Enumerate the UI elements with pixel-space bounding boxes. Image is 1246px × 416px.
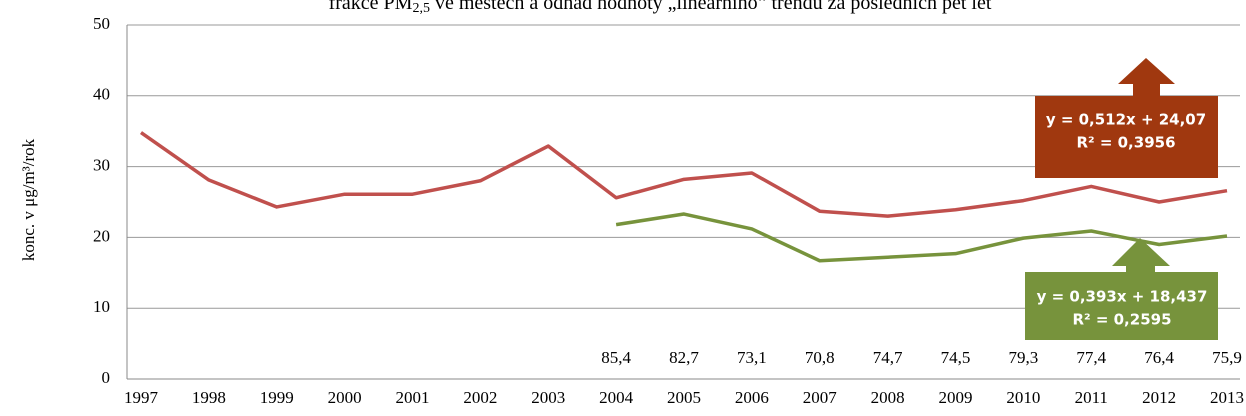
x-tick-label: 1998 [192,388,226,407]
x-tick-label: 1997 [124,388,159,407]
x-tick-label: 2009 [939,388,973,407]
row-label: 74,7 [873,348,903,367]
y-tick-label: 20 [93,226,110,245]
x-tick-label: 2001 [396,388,430,407]
y-tick-label: 10 [93,297,110,316]
row-label: 82,7 [669,348,699,367]
title-sub: 2,5 [412,1,430,16]
title-main: frakce PM [329,0,413,14]
title-rest: ve městech a odhad hodnoty „lineárního“ … [430,0,992,14]
row-label: 70,8 [805,348,835,367]
trend-r2: R² = 0,2595 [1072,311,1171,329]
trend-r2: R² = 0,3956 [1076,134,1175,152]
trend-box-green: y = 0,393x + 18,437 R² = 0,2595 [1025,238,1218,340]
x-tick-label: 2010 [1006,388,1040,407]
arrow [1118,58,1175,96]
x-tick-label: 2007 [803,388,838,407]
trend-box [1025,272,1218,340]
x-tick-label: 2004 [599,388,634,407]
trend-equation: y = 0,512x + 24,07 [1046,111,1206,129]
row-label: 79,3 [1009,348,1039,367]
x-tick-label: 2008 [871,388,905,407]
y-tick-label: 40 [93,85,110,104]
y-tick-label: 50 [93,14,110,33]
trend-equation: y = 0,393x + 18,437 [1037,288,1208,306]
x-tick-label: 2002 [463,388,497,407]
x-tick-label: 1999 [260,388,294,407]
series-line [139,131,1228,218]
x-tick-label: 2013 [1210,388,1244,407]
row-label: 74,5 [941,348,971,367]
x-tick-label: 2012 [1142,388,1176,407]
row-label: 75,9 [1212,348,1242,367]
y-axis-label: konc. v μg/m³/rok [19,138,38,261]
row-label: 85,4 [601,348,631,367]
trend-box [1035,96,1218,178]
x-tick-label: 2003 [531,388,565,407]
x-tick-label: 2011 [1075,388,1108,407]
chart-title: frakce PM2,5 ve městech a odhad hodnoty … [329,0,992,16]
row-label: 77,4 [1076,348,1106,367]
x-tick-label: 2006 [735,388,769,407]
y-tick-label: 30 [93,156,110,175]
x-tick-label: 2000 [328,388,362,407]
row-label: 76,4 [1144,348,1174,367]
y-tick-label: 0 [102,368,111,387]
x-tick-label: 2005 [667,388,701,407]
series-line [615,212,1228,263]
arrow [1112,238,1170,272]
trend-box-red: y = 0,512x + 24,07 R² = 0,3956 [1035,58,1218,178]
row-label: 73,1 [737,348,767,367]
